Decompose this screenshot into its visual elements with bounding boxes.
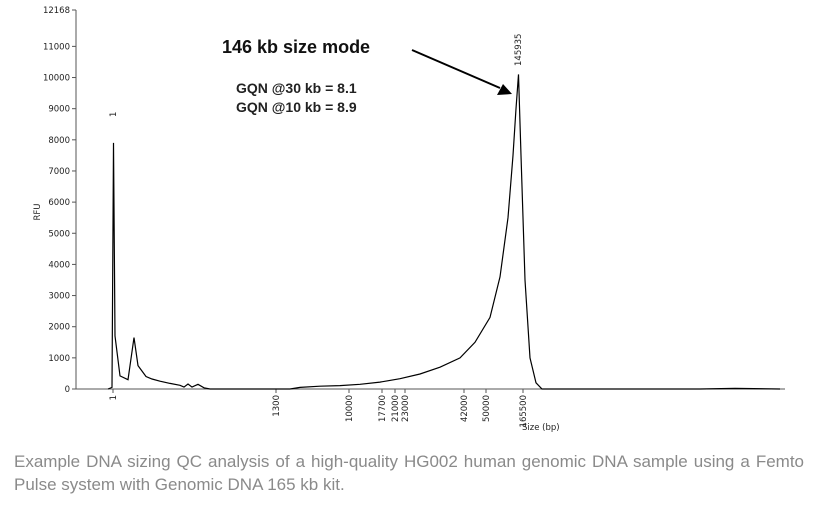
x-tick-label: 165500 — [519, 395, 529, 427]
x-tick-label: 21000 — [391, 395, 401, 422]
y-tick-label: 9000 — [48, 105, 70, 115]
x-tick-label: 10000 — [345, 395, 355, 422]
x-tick-label: 42000 — [460, 395, 470, 422]
y-tick-label: 8000 — [48, 136, 70, 146]
x-tick-label: 17700 — [378, 395, 388, 422]
y-tick-label: 6000 — [48, 198, 70, 208]
gqn-10kb: GQN @10 kb = 8.9 — [236, 99, 357, 115]
x-tick-label: 1300 — [272, 395, 282, 417]
x-tick-label: 50000 — [482, 395, 492, 422]
y-tick-label: 4000 — [48, 260, 70, 270]
y-tick-label: 5000 — [48, 229, 70, 239]
y-tick-label: 10000 — [43, 74, 70, 84]
y-tick-label: 2000 — [48, 323, 70, 333]
y-tick-label: 7000 — [48, 167, 70, 177]
annotation-arrowhead — [497, 84, 512, 95]
series-trace — [107, 74, 781, 390]
y-tick-label: 11000 — [43, 42, 70, 52]
x-tick-label: 1 — [109, 395, 119, 400]
x-axis-label: Size (bp) — [522, 423, 560, 433]
y-tick-label: 0 — [65, 385, 70, 395]
y-ticks: 0 1000 2000 3000 4000 5000 6000 7000 8000 9000 100… — [43, 6, 76, 395]
y-tick-label: 12168 — [43, 6, 70, 16]
peak-label-size-mode: 145935 — [514, 34, 524, 66]
chart-title: 146 kb size mode — [222, 37, 370, 57]
peak-label-marker: 1 — [109, 112, 119, 117]
annotation-arrow — [411, 49, 501, 89]
gqn-30kb: GQN @30 kb = 8.1 — [236, 80, 357, 96]
y-tick-label: 1000 — [48, 354, 70, 364]
x-ticks: 1 1300 10000 17700 21000 23000 42000 50000 16550… — [109, 389, 529, 427]
y-axis-label: RFU — [33, 203, 43, 220]
chart: 0 1000 2000 3000 4000 5000 6000 7000 8000 9000 100… — [33, 6, 785, 433]
x-tick-label: 23000 — [401, 395, 411, 422]
caption: Example DNA sizing QC analysis of a high… — [14, 452, 804, 494]
y-tick-label: 3000 — [48, 292, 70, 302]
